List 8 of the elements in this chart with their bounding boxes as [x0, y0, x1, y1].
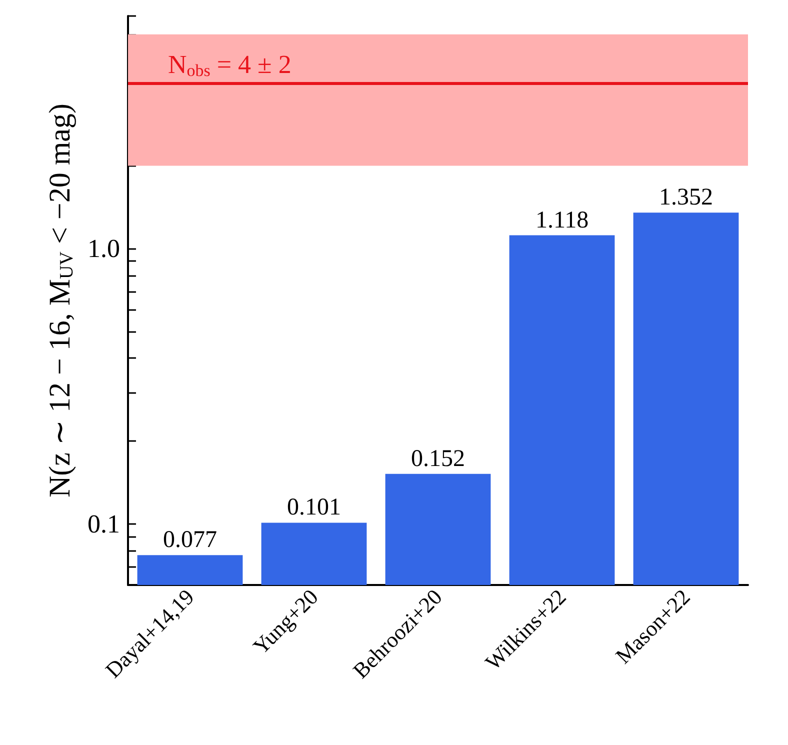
- data-label: 0.101: [287, 494, 341, 521]
- data-label: 0.152: [411, 446, 465, 472]
- y-tick-label: 1.0: [88, 234, 120, 264]
- data-label: 1.118: [535, 207, 589, 234]
- data-label: 0.077: [163, 527, 217, 554]
- y-tick-label: 0.1: [88, 509, 120, 538]
- data-label: 1.352: [659, 184, 713, 211]
- y-axis-title: N(z ∼ 12 − 16, MUV < −20 mag): [44, 104, 78, 498]
